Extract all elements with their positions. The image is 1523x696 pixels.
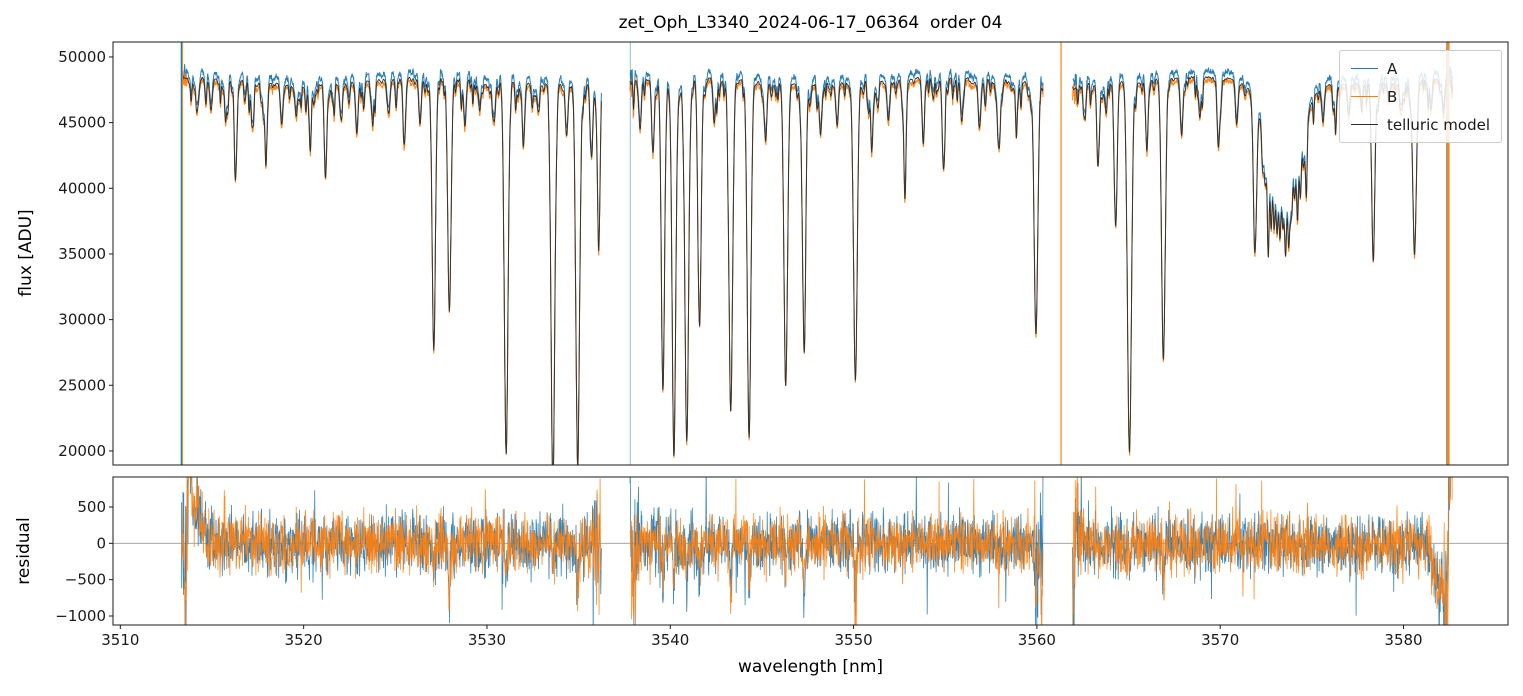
x-tick-label: 3580 — [1384, 631, 1422, 649]
flux-y-tick-label: 30000 — [58, 311, 106, 329]
residual-y-tick-label: 500 — [77, 498, 106, 516]
x-tick-label: 3530 — [468, 631, 506, 649]
residual-plot-area — [113, 477, 1508, 625]
flux-y-tick-label: 20000 — [58, 442, 106, 460]
x-tick-label: 3550 — [834, 631, 872, 649]
legend-item-b: B — [1350, 86, 1490, 107]
flux-plot-area — [180, 42, 1454, 465]
legend-label-telluric: telluric model — [1386, 115, 1490, 134]
residual-axes-frame — [112, 476, 1509, 626]
legend: A B telluric model — [1338, 50, 1502, 143]
x-tick-label: 3570 — [1201, 631, 1239, 649]
flux-y-tick-label: 45000 — [58, 114, 106, 132]
x-tick-label: 3510 — [101, 631, 139, 649]
x-axis-label: wavelength [nm] — [737, 657, 884, 677]
legend-label-b: B — [1386, 87, 1398, 106]
residual-y-tick-label: 0 — [96, 534, 106, 552]
legend-line-sample-a-icon — [1350, 68, 1378, 69]
flux-y-tick-label: 25000 — [58, 376, 106, 394]
residual-y-tick-label: −500 — [65, 571, 106, 589]
chart-title: zet_Oph_L3340_2024-06-17_06364 order 04 — [618, 13, 1003, 33]
series-b-residual-line — [181, 477, 1453, 625]
residual-y-tick-label: −1000 — [55, 607, 106, 625]
legend-label-a: A — [1386, 59, 1398, 78]
flux-y-axis-label: flux [ADU] — [16, 209, 36, 297]
x-tick-label: 3560 — [1018, 631, 1056, 649]
legend-line-sample-telluric-icon — [1350, 124, 1378, 125]
legend-line-sample-b-icon — [1350, 96, 1378, 97]
x-tick-label: 3520 — [285, 631, 323, 649]
flux-y-tick-label: 35000 — [58, 245, 106, 263]
x-tick-label: 3540 — [651, 631, 689, 649]
legend-item-telluric-model: telluric model — [1350, 114, 1490, 135]
series-b-flux-line — [180, 72, 1454, 465]
flux-y-tick-label: 50000 — [58, 48, 106, 66]
legend-item-a: A — [1350, 58, 1490, 79]
residual-y-axis-label: residual — [14, 517, 34, 585]
flux-y-tick-label: 40000 — [58, 179, 106, 197]
